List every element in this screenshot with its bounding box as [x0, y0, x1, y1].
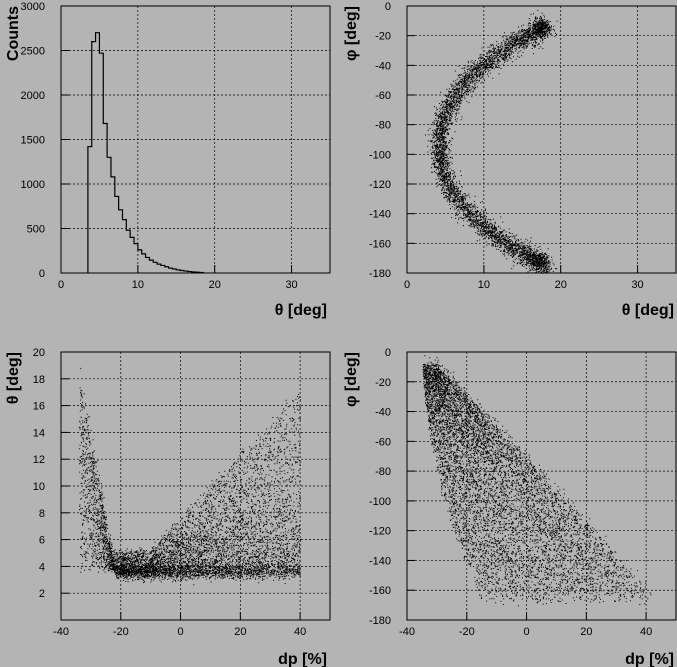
y-tick-label: -140	[369, 209, 391, 221]
y-tick-label: -120	[369, 179, 391, 191]
y-tick-label: 1500	[21, 135, 45, 147]
y-tick-label: -120	[369, 526, 391, 538]
y-tick-label: 0	[385, 347, 391, 359]
x-tick-label: 0	[177, 626, 183, 638]
y-tick-label: 0	[39, 268, 45, 280]
plot-frame	[406, 5, 677, 274]
y-tick-label: 3000	[21, 1, 45, 13]
panel1-ylabel: Counts	[5, 6, 22, 61]
x-tick-label: -20	[459, 626, 475, 638]
y-tick-label: -20	[375, 31, 391, 43]
y-tick-label: 12	[33, 454, 45, 466]
scatter-phi-vs-theta-panel: 0 10 20 30 -180 -160 -140 -120 -100 -80 -60 -40 -20 0	[369, 1, 677, 291]
x-tick-label: 20	[209, 279, 221, 291]
y-tick-label: 2000	[21, 90, 45, 102]
y-tick-label: 8	[39, 508, 45, 520]
panel2-xlabel: θ [deg]	[622, 302, 674, 319]
x-tick-label: 10	[132, 279, 144, 291]
y-tick-label: 1000	[21, 179, 45, 191]
y-tick-label: -160	[369, 238, 391, 250]
histogram-bars	[87, 32, 204, 274]
y-tick-label: -60	[375, 436, 391, 448]
x-tick-label: 40	[294, 626, 306, 638]
y-tick-label: -40	[375, 60, 391, 72]
x-tick-label: -20	[113, 626, 129, 638]
y-tick-label: 16	[33, 401, 45, 413]
y-tick-label: -100	[369, 149, 391, 161]
y-tick-label: 2	[39, 588, 45, 600]
scatter-points	[78, 367, 302, 586]
plot-frame	[406, 351, 677, 621]
y-tick-label: 18	[33, 374, 45, 386]
panel1-xlabel: θ [deg]	[275, 302, 327, 319]
histogram-theta-panel: 0 10 20 30 0 500 1000 1500 2000 2500 3000	[21, 1, 331, 291]
y-tick-label: -40	[375, 407, 391, 419]
y-tick-label: -80	[375, 466, 391, 478]
y-tick-label: -140	[369, 555, 391, 567]
panel2-ylabel: φ [deg]	[343, 6, 360, 61]
y-tick-label: -60	[375, 90, 391, 102]
y-tick-label: 6	[39, 535, 45, 547]
y-tick-label: 500	[27, 224, 45, 236]
x-tick-label: 20	[234, 626, 246, 638]
x-tick-label: 30	[285, 279, 297, 291]
panel4-ylabel: φ [deg]	[343, 352, 360, 407]
x-tick-label: 20	[580, 626, 592, 638]
x-tick-label: 20	[555, 279, 567, 291]
y-tick-label: 10	[33, 481, 45, 493]
x-tick-label: -40	[53, 626, 69, 638]
x-tick-label: 30	[631, 279, 643, 291]
x-tick-label: 0	[58, 279, 64, 291]
scatter-points	[422, 355, 652, 607]
panel4-xlabel: dp [%]	[625, 651, 674, 667]
y-tick-label: -160	[369, 585, 391, 597]
x-tick-label: 40	[640, 626, 652, 638]
scatter-phi-vs-dp-panel: -40 -20 0 20 40 -180 -160 -140 -120 -100 -80 -60 -40…	[369, 347, 677, 638]
y-tick-label: 2500	[21, 46, 45, 58]
y-tick-label: -180	[369, 268, 391, 280]
y-tick-label: 4	[39, 561, 45, 573]
scatter-theta-vs-dp-panel: -40 -20 0 20 40 2 4 6 8 10 12 14 16 18 20	[33, 347, 331, 638]
x-tick-label: -40	[399, 626, 415, 638]
y-tick-label: 20	[33, 347, 45, 359]
y-tick-label: 14	[33, 427, 45, 439]
y-tick-label: -180	[369, 615, 391, 627]
x-tick-label: 10	[478, 279, 490, 291]
panel3-ylabel: θ [deg]	[5, 352, 22, 404]
y-tick-label: -100	[369, 496, 391, 508]
y-tick-label: -20	[375, 377, 391, 389]
panel3-xlabel: dp [%]	[278, 651, 327, 667]
y-tick-label: -80	[375, 120, 391, 132]
y-tick-label: 0	[385, 1, 391, 13]
x-tick-label: 0	[404, 279, 410, 291]
scatter-points	[425, 9, 558, 274]
x-tick-label: 0	[523, 626, 529, 638]
